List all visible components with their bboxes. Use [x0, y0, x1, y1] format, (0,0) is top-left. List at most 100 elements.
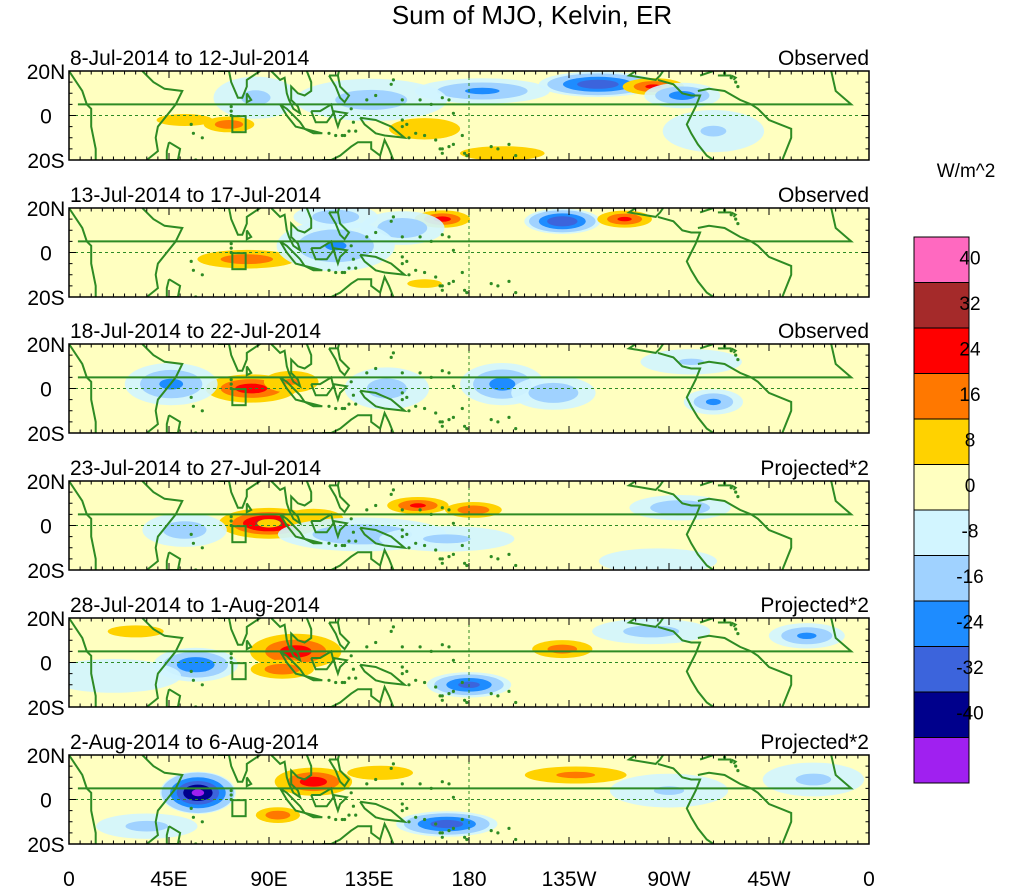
coastline: [304, 674, 323, 682]
contour-level-1: [377, 218, 428, 238]
island: [418, 782, 422, 786]
island: [229, 378, 233, 382]
island: [429, 239, 433, 243]
contour-level-3: [430, 819, 464, 829]
anomaly-5: [532, 640, 593, 659]
coastline: [217, 618, 262, 646]
island: [389, 82, 393, 86]
coastline: [322, 137, 395, 160]
y-tick-label: 0: [40, 516, 52, 539]
coastline: [165, 551, 182, 570]
coastline: [328, 621, 351, 651]
anomaly-3: [524, 208, 601, 234]
island: [440, 233, 444, 237]
contour-level-2: [176, 657, 215, 673]
island: [496, 831, 500, 835]
colorbar-swatch: [913, 418, 970, 465]
island: [438, 831, 442, 835]
coastline: [86, 513, 97, 570]
island: [374, 93, 378, 98]
island: [351, 393, 355, 397]
island: [447, 692, 451, 696]
island: [405, 395, 409, 399]
island: [191, 541, 195, 545]
island: [451, 111, 455, 115]
island: [734, 80, 738, 84]
coastline: [730, 484, 738, 491]
anomaly-6: [203, 116, 255, 133]
panel-4: 20N 0 20S 23-Jul-2014 to 27-Jul-2014 Project…: [27, 457, 870, 583]
contour-level-2: [489, 377, 516, 391]
island: [400, 672, 404, 676]
coastline: [141, 344, 184, 433]
island: [736, 769, 740, 773]
island: [343, 543, 347, 548]
panels: 20N 0 20S 8-Jul-2014 to 12-Jul-2014 Observed…: [27, 47, 870, 857]
island: [463, 561, 467, 565]
island: [489, 555, 493, 559]
panel-label: Observed: [778, 320, 869, 343]
coastline: [141, 618, 184, 707]
coastlines: [69, 755, 854, 844]
island: [374, 503, 378, 508]
island: [451, 279, 455, 283]
y-tick-label: 20S: [27, 697, 64, 720]
island: [460, 270, 464, 275]
island: [489, 829, 493, 833]
coastline: [697, 497, 793, 570]
coastline: [359, 253, 408, 277]
island: [400, 665, 404, 669]
x-tick-label: 135W: [542, 868, 597, 889]
island: [405, 669, 409, 674]
island: [389, 219, 393, 223]
panel-5: 20N 0 20S 28-Jul-2014 to 1-Aug-2014 Projecte…: [27, 594, 870, 720]
island: [391, 488, 395, 492]
panel-period: 2-Aug-2014 to 6-Aug-2014: [70, 731, 319, 754]
island: [440, 694, 444, 698]
coastline: [332, 247, 349, 267]
island: [374, 230, 378, 235]
island: [429, 649, 433, 654]
colorbar-swatch: [913, 691, 970, 738]
island: [327, 541, 331, 545]
reference-box: [231, 115, 247, 134]
coastline: [730, 211, 738, 218]
island: [429, 786, 433, 791]
island: [340, 133, 344, 138]
island: [229, 109, 233, 113]
tick-marks: [68, 754, 870, 845]
island: [414, 131, 418, 135]
coastline: [141, 208, 184, 297]
island: [389, 492, 393, 496]
island: [414, 815, 418, 819]
x-tick-label: 180: [451, 868, 486, 889]
island: [734, 353, 738, 357]
island: [734, 627, 738, 631]
x-axis: 0 45E 90E 135E 180 135W 90W 45W 0: [63, 868, 875, 889]
island: [343, 406, 347, 411]
coastline: [626, 208, 665, 218]
island: [405, 122, 409, 126]
coastline: [165, 278, 182, 297]
coastline: [697, 87, 793, 160]
island: [507, 552, 511, 557]
island: [391, 762, 395, 766]
island: [451, 795, 455, 799]
island: [729, 76, 733, 80]
coastline: [217, 71, 262, 99]
island: [405, 806, 409, 811]
island: [418, 98, 422, 102]
coastline: [217, 344, 262, 372]
anomaly-4: [396, 811, 498, 837]
coastline: [304, 537, 323, 545]
island: [423, 817, 427, 822]
coastline: [270, 618, 313, 663]
coastline: [697, 634, 793, 707]
island: [400, 809, 404, 813]
anomaly-4: [387, 497, 449, 514]
contour-level-2: [457, 505, 490, 515]
island: [423, 270, 427, 275]
island: [400, 528, 404, 532]
island: [191, 268, 195, 272]
island: [434, 138, 438, 142]
